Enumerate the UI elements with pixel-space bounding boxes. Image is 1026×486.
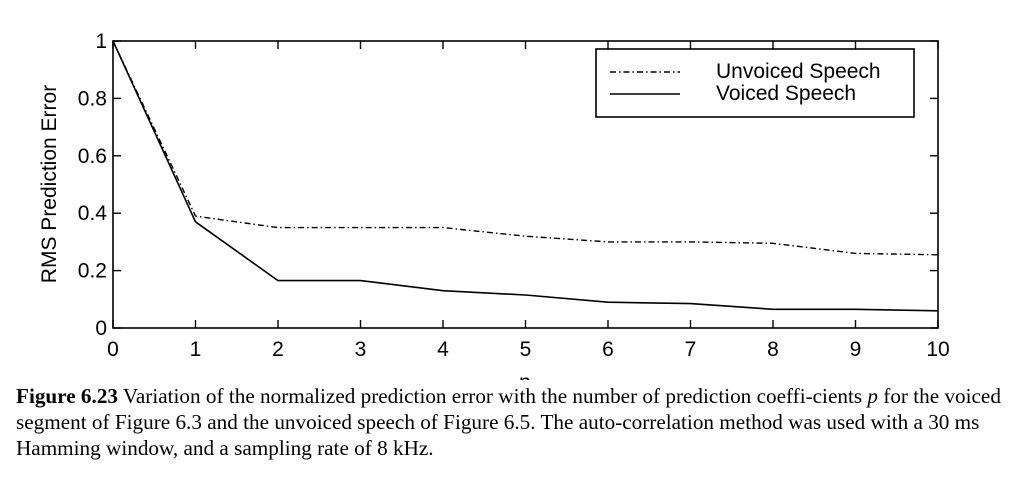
x-axis-label: p [519, 371, 531, 380]
x-tick-label: 2 [272, 338, 284, 361]
y-tick-label: 0.4 [78, 202, 108, 225]
x-tick-label: 4 [437, 338, 449, 361]
x-tick-label: 0 [107, 338, 119, 361]
y-axis-label: RMS Prediction Error [38, 85, 61, 283]
x-tick-label: 6 [602, 338, 614, 361]
y-tick-label: 0.2 [78, 260, 107, 283]
y-tick-label: 1 [95, 30, 107, 53]
line-chart: 0 1 2 3 4 5 6 7 8 9 10 0 0.2 0.4 0.6 0.8 1 RMS Predictio… [38, 30, 950, 380]
x-tick-label: 8 [767, 338, 779, 361]
series-lines [112, 40, 939, 312]
legend-label-voiced: Voiced Speech [716, 82, 856, 105]
legend-label-unvoiced: Unvoiced Speech [716, 60, 881, 83]
caption-figure-label: Figure 6.23 [16, 384, 119, 408]
y-tick-label: 0.6 [78, 145, 107, 168]
legend: Unvoiced Speech Voiced Speech [595, 48, 915, 118]
caption-text-part-1: Variation of the normalized prediction e… [118, 384, 868, 408]
caption-text-part-2: for the voiced segment of Figure 6.3 and… [16, 384, 1001, 460]
figure-caption: Figure 6.23 Variation of the normalized … [16, 383, 1016, 461]
x-tick-label: 7 [685, 338, 697, 361]
x-tick-label: 9 [850, 338, 862, 361]
legend-box [595, 48, 915, 118]
x-tick-label: 5 [520, 338, 532, 361]
y-tick-label: 0 [95, 317, 107, 340]
axis-ticks [112, 40, 939, 329]
series-line-unvoiced [112, 40, 939, 256]
caption-variable-p: p [867, 384, 878, 408]
x-tick-label: 3 [355, 338, 367, 361]
x-tick-label: 1 [190, 338, 202, 361]
axis-tick-labels: 0 1 2 3 4 5 6 7 8 9 10 0 0.2 0.4 0.6 0.8 1 [78, 30, 950, 361]
series-line-voiced [112, 40, 939, 312]
x-tick-label: 10 [926, 338, 949, 361]
y-tick-label: 0.8 [78, 87, 107, 110]
